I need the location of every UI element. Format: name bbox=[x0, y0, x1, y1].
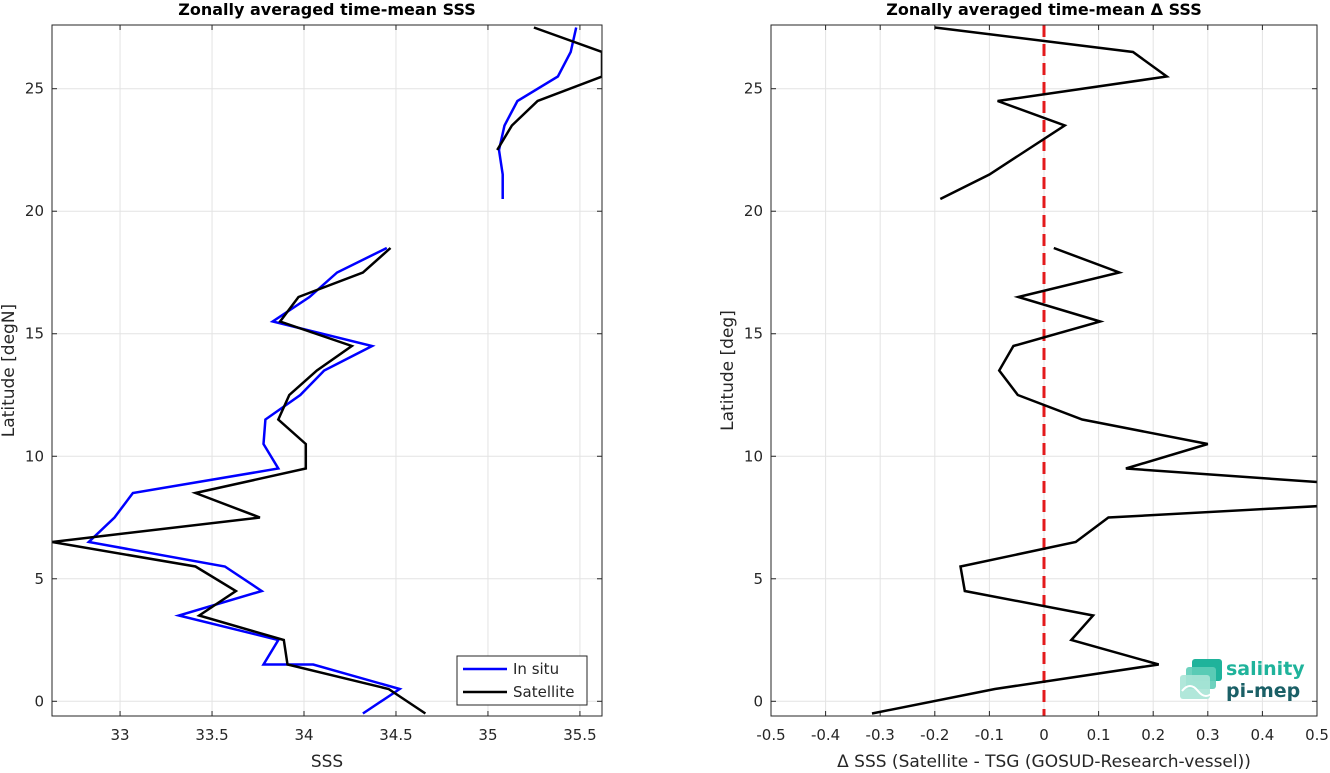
x-tick-label: -0.5 bbox=[756, 726, 785, 744]
x-tick-label: 0.4 bbox=[1250, 726, 1274, 744]
x-tick-label: 0.1 bbox=[1087, 726, 1111, 744]
y-tick-label: 25 bbox=[744, 80, 763, 98]
x-tick-label: 33 bbox=[111, 726, 130, 744]
series-line-in-situ-segment-2 bbox=[497, 27, 578, 199]
x-tick-label: 0 bbox=[1039, 726, 1049, 744]
y-tick-label: 25 bbox=[25, 80, 44, 98]
y-tick-label: 10 bbox=[744, 447, 763, 465]
x-tick-label: 0.2 bbox=[1141, 726, 1165, 744]
plot-delta-sss: -0.5 -0.4 -0.3 -0.2 -0.1 0 0.1 0.2 0.3 0.4 0.5 0 5 10… bbox=[718, 0, 1329, 772]
y-axis-label: Latitude [deg] bbox=[718, 310, 738, 431]
series-line-satellite-segment-2 bbox=[496, 26, 602, 151]
y-tick-label: 5 bbox=[753, 570, 763, 588]
y-tick-label: 5 bbox=[34, 570, 44, 588]
series-line-delta-segment-2 bbox=[934, 26, 1171, 201]
salinity-pimep-logo: salinity pi-mep bbox=[1180, 655, 1310, 705]
x-tick-label: -0.4 bbox=[811, 726, 840, 744]
series-line-satellite-segment-1 bbox=[52, 247, 427, 715]
x-tick-label: 0.3 bbox=[1196, 726, 1220, 744]
x-axis-label: Δ SSS (Satellite - TSG (GOSUD-Research-v… bbox=[837, 752, 1251, 769]
x-tick-label: -0.3 bbox=[866, 726, 895, 744]
chart-title: Zonally averaged time-mean SSS bbox=[178, 0, 476, 19]
plot-sss: 33 33.5 34 34.5 35 35.5 0 5 10 15 20 25 Zonally aver… bbox=[0, 0, 603, 772]
x-tick-label: 0.5 bbox=[1305, 726, 1329, 744]
axes-frame bbox=[770, 24, 1318, 717]
legend-box bbox=[456, 655, 588, 706]
x-tick-label: 34 bbox=[294, 726, 313, 744]
x-tick-label: -0.2 bbox=[920, 726, 949, 744]
y-tick-label: 0 bbox=[753, 692, 763, 710]
y-tick-label: 10 bbox=[25, 447, 44, 465]
x-tick-label: 34.5 bbox=[379, 726, 412, 744]
series-line-delta-segment-1 bbox=[871, 246, 1317, 715]
x-tick-label: 33.5 bbox=[195, 726, 228, 744]
x-tick-label: 35 bbox=[478, 726, 497, 744]
y-tick-label: 20 bbox=[744, 202, 763, 220]
x-axis-label: SSS bbox=[311, 752, 343, 769]
plot-background bbox=[52, 25, 602, 716]
wave-icon bbox=[1180, 659, 1222, 699]
legend-label: Satellite bbox=[513, 683, 574, 701]
logo-word-salinity: salinity bbox=[1226, 658, 1305, 680]
y-axis-label: Latitude [degN] bbox=[0, 304, 19, 437]
legend-label: In situ bbox=[513, 660, 559, 678]
axes-frame bbox=[51, 24, 603, 717]
y-tick-label: 20 bbox=[25, 202, 44, 220]
y-tick-label: 15 bbox=[25, 325, 44, 343]
x-tick-label: -0.1 bbox=[975, 726, 1004, 744]
x-tick-label: 35.5 bbox=[563, 726, 596, 744]
y-tick-label: 15 bbox=[744, 325, 763, 343]
logo-word-pimep: pi-mep bbox=[1226, 680, 1301, 702]
y-tick-label: 0 bbox=[34, 692, 44, 710]
chart-title: Zonally averaged time-mean Δ SSS bbox=[886, 0, 1202, 19]
